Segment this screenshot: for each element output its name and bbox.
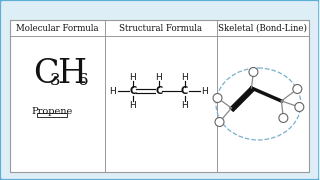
Text: 3: 3 (50, 71, 61, 89)
Text: C: C (129, 86, 136, 96)
Text: H: H (155, 73, 162, 82)
Circle shape (213, 93, 222, 102)
Circle shape (295, 102, 304, 111)
Text: C: C (181, 86, 188, 96)
Circle shape (279, 114, 288, 123)
Circle shape (295, 87, 298, 89)
Text: C: C (33, 58, 58, 90)
Text: H: H (109, 87, 116, 96)
Circle shape (215, 96, 218, 98)
Text: C: C (155, 86, 162, 96)
Circle shape (281, 116, 284, 118)
Text: H: H (201, 87, 208, 96)
Circle shape (297, 105, 300, 107)
Text: H: H (129, 73, 136, 82)
Text: Structural Formula: Structural Formula (119, 24, 202, 33)
Circle shape (215, 118, 224, 127)
Text: H: H (181, 73, 188, 82)
Text: Skeletal (Bond-Line): Skeletal (Bond-Line) (219, 24, 308, 33)
Text: H: H (57, 58, 86, 90)
Bar (37, 113, 67, 116)
Text: H: H (181, 100, 188, 109)
Circle shape (217, 120, 220, 122)
Circle shape (249, 68, 258, 76)
Text: H: H (129, 100, 136, 109)
Text: Molecular Formula: Molecular Formula (16, 24, 99, 33)
Text: Propene: Propene (32, 107, 73, 116)
Circle shape (251, 69, 254, 72)
Circle shape (293, 84, 302, 93)
Bar (10, 20, 309, 172)
Text: 6: 6 (78, 71, 89, 89)
